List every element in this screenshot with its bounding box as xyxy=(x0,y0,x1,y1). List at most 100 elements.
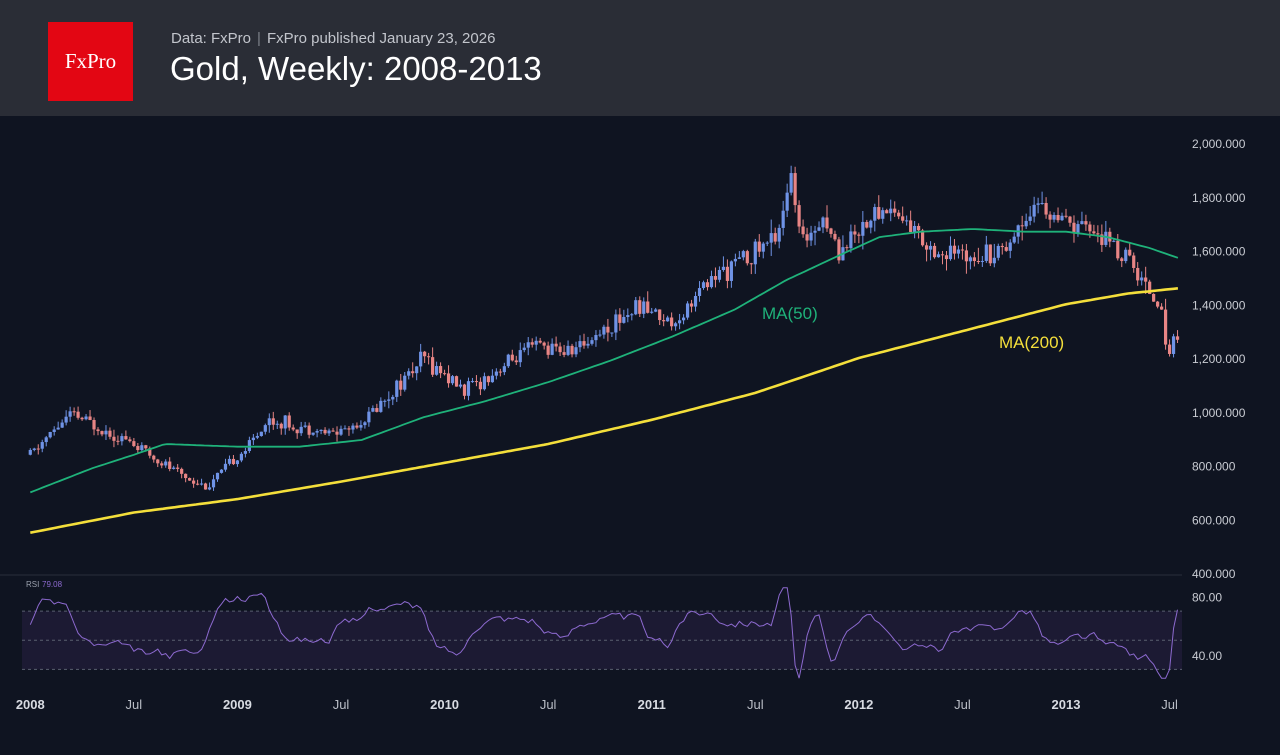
candle-up xyxy=(905,220,909,222)
candle-up xyxy=(765,242,769,244)
candle-down xyxy=(355,425,359,428)
candle-down xyxy=(988,244,992,264)
candle-up xyxy=(1104,231,1108,245)
candle-down xyxy=(76,411,80,418)
candlesticks xyxy=(28,165,1180,491)
candle-down xyxy=(670,317,674,327)
candle-down xyxy=(423,351,427,357)
candle-down xyxy=(897,212,901,217)
candle-up xyxy=(1024,220,1028,227)
candle-up xyxy=(52,429,56,432)
candle-down xyxy=(901,216,905,221)
candle-down xyxy=(972,257,976,262)
candle-up xyxy=(817,227,821,231)
candle-down xyxy=(1048,214,1052,220)
candle-up xyxy=(889,208,893,214)
candle-down xyxy=(514,360,518,363)
candle-down xyxy=(960,249,965,251)
candle-down xyxy=(36,448,40,450)
candle-down xyxy=(1020,225,1024,227)
candle-down xyxy=(725,266,730,281)
candle-down xyxy=(442,373,447,375)
candle-down xyxy=(865,221,869,228)
candle-up xyxy=(626,315,630,318)
candle-up xyxy=(1028,216,1032,221)
candle-down xyxy=(920,230,925,246)
candle-up xyxy=(1040,203,1044,205)
candle-down xyxy=(924,245,929,250)
candle-up xyxy=(339,428,343,435)
candle-up xyxy=(419,351,423,367)
candle-down xyxy=(96,429,100,432)
rsi-tick-label: 80.00 xyxy=(1192,591,1222,605)
moving-averages xyxy=(29,228,1179,534)
rsi-value: 79.08 xyxy=(42,580,63,589)
candle-down xyxy=(893,208,897,213)
candle-up xyxy=(526,342,530,348)
candle-down xyxy=(1152,293,1156,302)
candle-down xyxy=(1156,301,1160,307)
candle-down xyxy=(295,429,299,434)
candle-down xyxy=(156,459,160,464)
candle-up xyxy=(247,440,251,452)
candle-up xyxy=(84,416,88,420)
candle-up xyxy=(1032,204,1036,217)
candle-up xyxy=(980,260,984,262)
candle-up xyxy=(223,463,228,470)
rsi-line xyxy=(29,587,1178,679)
candle-up xyxy=(1140,277,1144,281)
candle-up xyxy=(56,427,60,430)
candle-down xyxy=(335,431,339,435)
candle-down xyxy=(638,300,642,314)
ma-annotations: MA(50) MA(200) xyxy=(762,304,1064,352)
year-tick-label: 2008 xyxy=(16,697,45,712)
candle-down xyxy=(152,455,156,460)
candle-up xyxy=(849,231,853,249)
candle-up xyxy=(729,261,733,281)
candle-up xyxy=(881,210,885,219)
candle-up xyxy=(777,227,781,242)
ma200-annotation: MA(200) xyxy=(999,333,1064,352)
candle-up xyxy=(869,220,873,228)
candle-down xyxy=(805,234,809,241)
candle-up xyxy=(140,445,144,451)
candle-down xyxy=(375,408,379,412)
candle-up xyxy=(693,296,698,307)
candle-up xyxy=(211,479,216,488)
candle-up xyxy=(566,345,570,355)
candle-down xyxy=(745,251,749,264)
candle-up xyxy=(1036,203,1040,205)
candle-up xyxy=(721,266,726,270)
candle-down xyxy=(136,446,140,451)
candle-down xyxy=(546,345,550,355)
candle-down xyxy=(1120,258,1124,262)
candle-up xyxy=(630,314,634,316)
candle-up xyxy=(769,233,773,243)
candle-down xyxy=(944,255,949,260)
candle-up xyxy=(1076,224,1080,233)
candle-down xyxy=(431,357,435,375)
candle-down xyxy=(689,303,694,307)
price-chart[interactable]: 2,000.000 1,800.000 1,600.000 1,400.000 1,20… xyxy=(0,116,1280,755)
candle-down xyxy=(112,436,116,441)
candle-up xyxy=(379,400,383,412)
candle-up xyxy=(1080,221,1084,225)
candle-down xyxy=(801,226,805,235)
candle-down xyxy=(1175,336,1180,340)
candle-down xyxy=(562,352,566,355)
candle-down xyxy=(909,220,913,232)
candle-up xyxy=(351,425,355,430)
candle-up xyxy=(821,217,825,228)
candle-up xyxy=(586,343,590,346)
candle-down xyxy=(1092,231,1096,234)
candle-down xyxy=(399,380,403,390)
candle-down xyxy=(132,441,136,447)
candle-up xyxy=(403,375,407,390)
chart-title: Gold, Weekly: 2008-2013 xyxy=(170,50,542,87)
candle-down xyxy=(1100,234,1104,245)
candle-down xyxy=(1167,344,1172,354)
candle-up xyxy=(753,241,757,265)
time-axis: 2008 Jul 2009 Jul 2010 Jul 2011 Jul 2012 Jul 2013 J… xyxy=(16,697,1178,712)
candle-up xyxy=(701,282,706,289)
header-bar: FxPro Data: FxPro | FxPro published Januar… xyxy=(0,0,1280,116)
